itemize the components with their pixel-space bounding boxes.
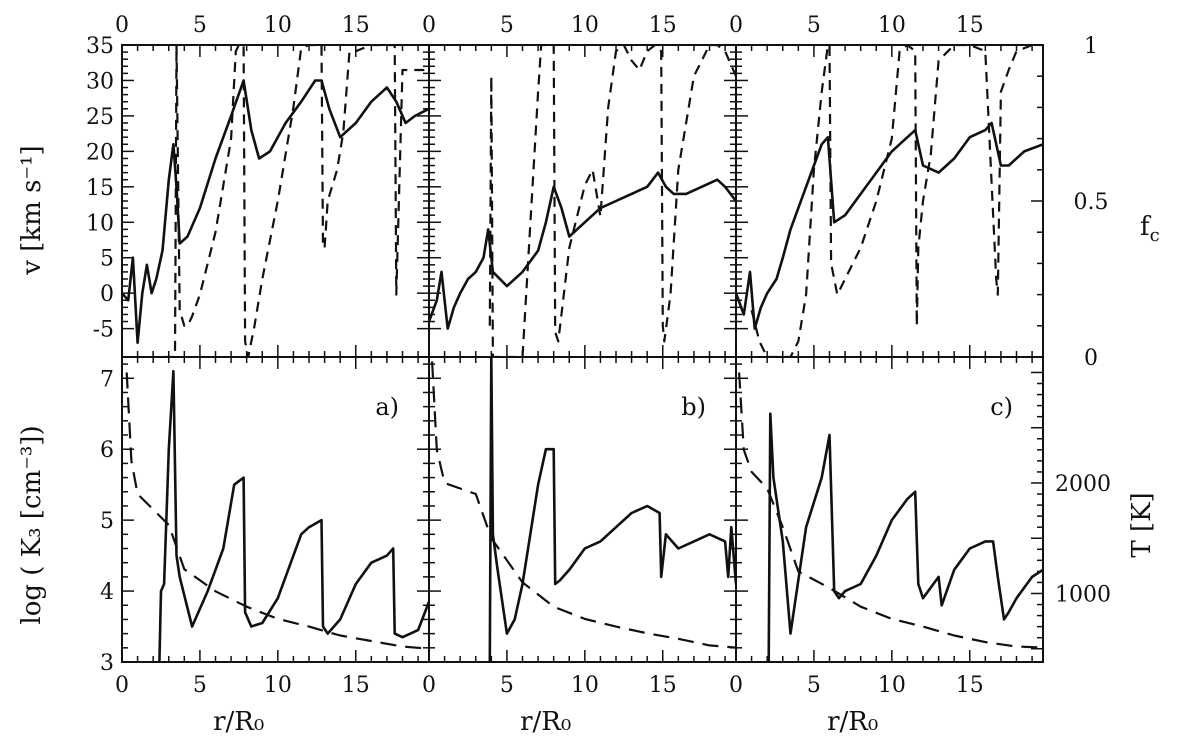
x-tick-label-bottom: 10 (264, 673, 292, 698)
bottom-frame (735, 356, 1044, 663)
x-tick-label-bottom: 5 (807, 673, 821, 698)
bottom-series-group (431, 357, 736, 662)
x-tick-label-top: 15 (649, 13, 677, 38)
bottom-subplot-b: b) (428, 356, 737, 663)
x-tick-label-top: 10 (264, 13, 292, 38)
y-tick-label-left-top: 30 (86, 69, 114, 94)
top-right-axis-label: fc (1140, 212, 1160, 246)
x-tick-label-top: 15 (342, 13, 370, 38)
y-tick-label-left-top: 20 (86, 140, 114, 165)
panel-label: b) (681, 393, 706, 421)
top-series-solid-line (122, 79, 429, 345)
bottom-series-group (738, 372, 1043, 662)
top-subplot-a (121, 44, 430, 358)
bottom-left-axis-label: log ( K₃ [cm⁻³]) (17, 425, 47, 624)
x-tick-label-bottom: 0 (115, 673, 129, 698)
top-series-group (736, 45, 1043, 357)
bottom-right-axis-label: T [K] (1127, 492, 1157, 557)
y-tick-label-left-top: 25 (86, 105, 114, 130)
x-tick-label-bottom: 0 (422, 673, 436, 698)
y-tick-label-left-bottom: 7 (100, 367, 114, 392)
panel-label: a) (375, 393, 399, 421)
x-tick-label-top: 0 (422, 13, 436, 38)
x-tick-label-top: 0 (729, 13, 743, 38)
top-frame (428, 44, 737, 358)
top-series-dashed-line (750, 45, 1043, 357)
y-tick-label-left-top: 15 (86, 176, 114, 201)
bottom-subplot-c: c) (735, 356, 1044, 663)
bottom-subplot-a: a) (121, 356, 430, 663)
panel-label: c) (990, 393, 1013, 421)
y-tick-label-left-bottom: 3 (100, 651, 114, 676)
x-tick-label-bottom: 15 (342, 673, 370, 698)
bottom-series-longdash-line (125, 372, 429, 650)
y-tick-label-left-top: 0 (100, 282, 114, 307)
y-tick-label-left-top: 10 (86, 211, 114, 236)
top-subplot-c (735, 44, 1044, 358)
y-tick-label-left-bottom: 6 (100, 438, 114, 463)
y-tick-label-left-top: -5 (93, 318, 114, 343)
x-tick-label-top: 10 (878, 13, 906, 38)
x-tick-label-top: 0 (115, 13, 129, 38)
x-tick-label-top: 5 (807, 13, 821, 38)
x-tick-label-top: 5 (500, 13, 514, 38)
bottom-series-longdash-line (431, 361, 736, 649)
x-axis-label: r/R₀ (520, 707, 571, 737)
x-axis-label: r/R₀ (213, 707, 264, 737)
panel-c: c) (735, 44, 1044, 663)
y-tick-label-right-bottom: 1000 (1055, 582, 1111, 607)
top-frame (735, 44, 1044, 358)
x-tick-label-bottom: 15 (956, 673, 984, 698)
x-tick-label-bottom: 15 (649, 673, 677, 698)
y-tick-label-right-top: 1 (1084, 34, 1098, 59)
x-tick-label-top: 5 (193, 13, 207, 38)
y-tick-label-left-top: 35 (86, 34, 114, 59)
y-tick-label-right-top: 0.5 (1074, 190, 1109, 215)
x-tick-label-bottom: 10 (571, 673, 599, 698)
panel-a: a) (121, 44, 430, 663)
y-tick-label-left-bottom: 5 (100, 509, 114, 534)
top-series-solid-line (736, 121, 1043, 330)
x-tick-label-bottom: 5 (500, 673, 514, 698)
x-tick-label-top: 10 (571, 13, 599, 38)
x-axis-label: r/R₀ (827, 707, 878, 737)
top-left-axis-label: v [km s⁻¹] (17, 145, 47, 275)
top-series-group (429, 45, 736, 357)
top-subplot-b (428, 44, 737, 358)
top-series-dashed-line (164, 45, 429, 357)
x-tick-label-bottom: 0 (729, 673, 743, 698)
y-tick-label-left-top: 5 (100, 247, 114, 272)
top-series-dashed-line (488, 45, 736, 357)
panel-b: b) (428, 44, 737, 663)
y-tick-label-left-bottom: 4 (100, 580, 114, 605)
bottom-series-longdash-line (738, 372, 1043, 649)
x-tick-label-top: 15 (956, 13, 984, 38)
bottom-series-solid-line (158, 369, 429, 662)
bottom-series-solid-line (488, 357, 736, 662)
panels: a) b) c) (121, 44, 1044, 663)
x-tick-label-bottom: 10 (878, 673, 906, 698)
y-tick-label-right-bottom: 2000 (1055, 472, 1111, 497)
bottom-series-solid-line (767, 412, 1043, 662)
top-series-group (122, 45, 429, 357)
y-tick-label-right-top: 0 (1084, 346, 1098, 371)
bottom-series-group (125, 369, 429, 662)
x-tick-label-bottom: 5 (193, 673, 207, 698)
tick-labels: 005510101515r/R₀005510101515r/R₀00551010… (86, 13, 1111, 737)
